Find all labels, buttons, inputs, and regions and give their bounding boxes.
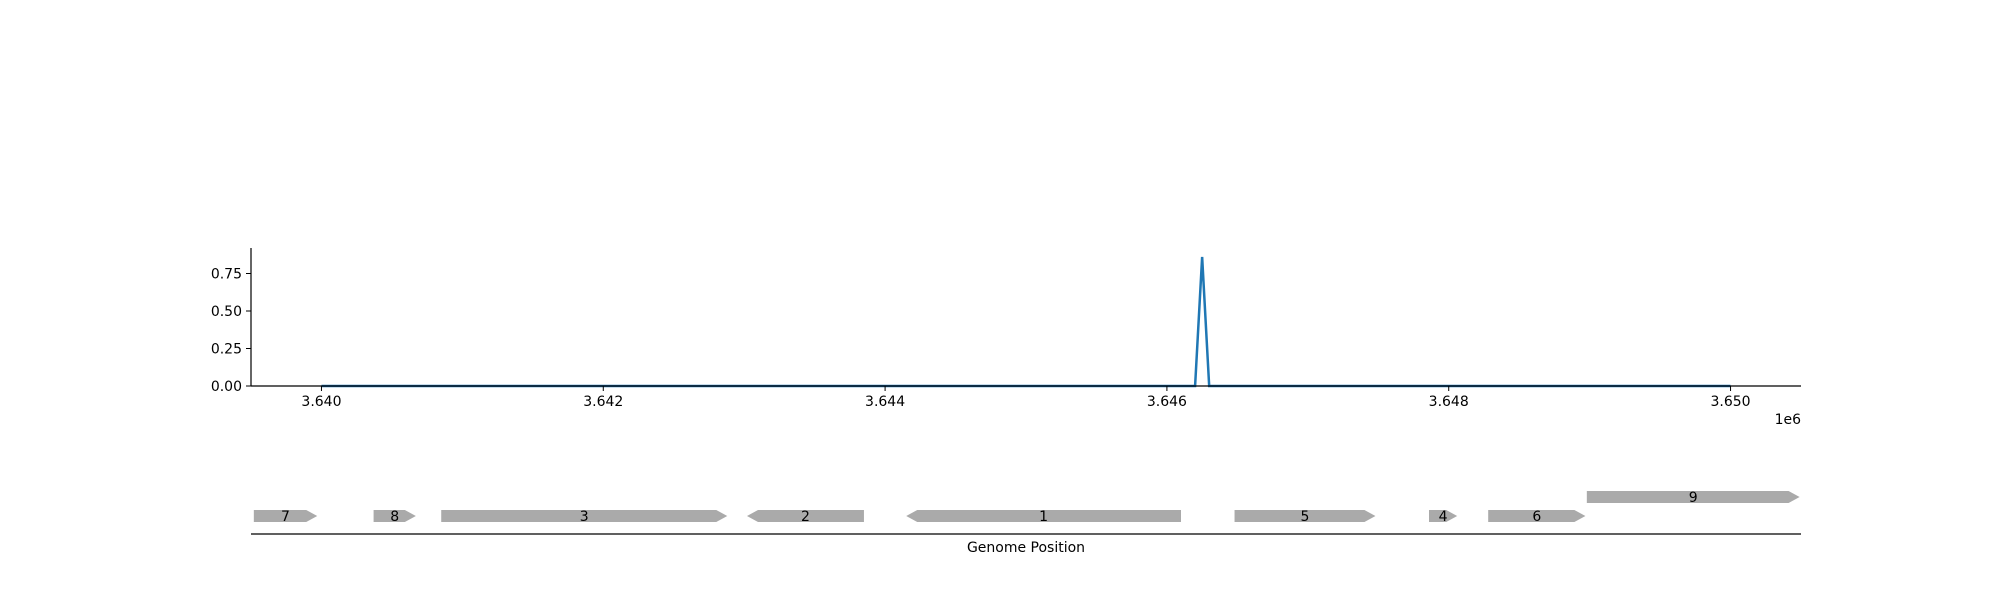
gene-label: 9	[1689, 490, 1698, 506]
y-tick-label: 0.50	[211, 304, 242, 320]
gene-arrow	[1586, 491, 1800, 503]
series-layer	[321, 256, 1731, 388]
x-tick-label: 3.650	[1710, 394, 1750, 410]
gene-label: 7	[281, 509, 290, 525]
y-axis-ticks: 0.00 0.25 0.50 0.75	[211, 267, 251, 395]
x-tick-label: 3.646	[1147, 394, 1187, 410]
x-tick-label: 3.644	[865, 394, 905, 410]
x-axis-ticks: 3.640 3.642 3.644 3.646 3.648 3.650	[301, 386, 1751, 410]
gene-track-x-label: Genome Position	[967, 540, 1085, 556]
x-tick-label: 3.642	[583, 394, 623, 410]
gene-label: 6	[1532, 509, 1541, 525]
gene-arrow	[373, 510, 416, 522]
gene-label: 5	[1301, 509, 1310, 525]
x-tick-label: 3.648	[1429, 394, 1469, 410]
gene-arrow	[1234, 510, 1376, 522]
y-tick-label: 0.25	[211, 342, 242, 358]
coverage-plot: 3.640 3.642 3.644 3.646 3.648 3.650 0.000.250…	[211, 248, 1801, 428]
y-tick-label: 0.75	[211, 267, 242, 283]
gene-track: 7 8 3 2 1 5 4 6 9 Genome Position	[251, 490, 1801, 556]
gene-arrow	[1429, 510, 1458, 522]
gene-arrow	[1488, 510, 1586, 522]
genes-layer: 7 8 3 2 1 5 4 6 9	[253, 490, 1800, 525]
gene-label: 2	[801, 509, 810, 525]
x-axis-offset-label: 1e6	[1775, 412, 1802, 428]
gene-arrow	[906, 510, 1181, 522]
gene-arrow	[441, 510, 728, 522]
gene-label: 4	[1439, 509, 1448, 525]
gene-arrow	[747, 510, 864, 522]
gene-label: 1	[1039, 509, 1048, 525]
gene-arrow	[253, 510, 318, 522]
gene-label: 8	[390, 509, 399, 525]
x-tick-label: 3.640	[301, 394, 341, 410]
gene-label: 3	[580, 509, 589, 525]
y-tick-label: 0.00	[211, 379, 242, 395]
coverage-series-line	[321, 256, 1731, 388]
